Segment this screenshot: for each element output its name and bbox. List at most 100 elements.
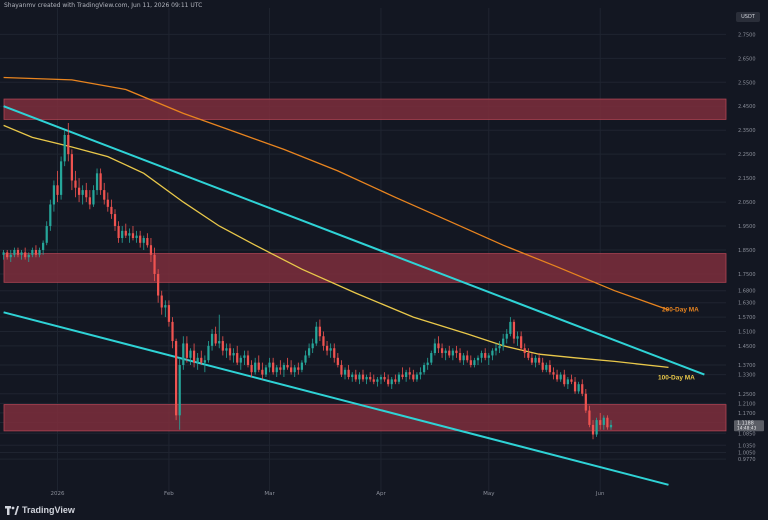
candle-body xyxy=(110,206,113,215)
y-tick-label: 1.2500 xyxy=(738,392,756,398)
candle-body xyxy=(390,379,393,385)
candle-body xyxy=(563,374,566,385)
candle-body xyxy=(602,417,605,425)
label-100-day-ma: 100-Day MA xyxy=(658,374,695,381)
candle-body xyxy=(591,424,595,435)
candle-body xyxy=(455,350,458,354)
candle-body xyxy=(70,154,73,181)
x-axis[interactable]: 2026 Feb Mar Apr May Jun xyxy=(51,491,606,497)
y-tick-label: 1.3700 xyxy=(738,363,756,369)
channel-line xyxy=(3,105,705,376)
candle-body xyxy=(282,365,286,370)
candle-body xyxy=(559,374,562,380)
candle-body xyxy=(333,348,336,358)
candle-body xyxy=(609,424,613,428)
candle-body xyxy=(203,360,206,363)
candle-body xyxy=(257,362,260,370)
footer-bar xyxy=(0,498,768,520)
x-tick-label: Apr xyxy=(376,491,386,497)
candle-body xyxy=(239,357,242,363)
candle-body xyxy=(264,367,268,375)
y-tick-label: 1.0050 xyxy=(738,450,756,456)
candle-body xyxy=(268,362,271,368)
candle-body xyxy=(34,250,38,255)
candle-body xyxy=(2,252,5,255)
candle-body xyxy=(502,338,505,346)
unit-badge[interactable]: USDT xyxy=(736,12,760,22)
candle-body xyxy=(484,353,487,358)
candle-body xyxy=(236,353,239,363)
y-tick-label: 2.2500 xyxy=(738,152,756,158)
candle-body xyxy=(555,374,559,380)
candle-body xyxy=(365,376,368,380)
candle-body xyxy=(16,250,20,255)
candle-body xyxy=(74,180,77,188)
candle-body xyxy=(67,134,70,155)
candle-body xyxy=(304,355,307,363)
candle-body xyxy=(369,376,372,380)
y-tick-label: 1.1700 xyxy=(738,411,756,417)
candle-body xyxy=(491,350,494,356)
label-200-day-ma: 200-Day MA xyxy=(662,306,699,313)
candle-body xyxy=(95,173,99,191)
candle-body xyxy=(142,238,145,243)
candle-body xyxy=(56,185,59,195)
y-tick-label: 2.1500 xyxy=(738,176,756,182)
candle-body xyxy=(422,365,426,373)
overlay-lines xyxy=(3,76,705,486)
candle-body xyxy=(218,341,221,344)
candle-body xyxy=(552,372,555,375)
candle-body xyxy=(27,254,30,258)
attribution-text: Shayanmv created with TradingView.com, J… xyxy=(4,2,203,9)
candle-body xyxy=(311,343,314,349)
candle-body xyxy=(210,333,214,346)
candle-body xyxy=(584,393,587,411)
candle-body xyxy=(545,365,548,370)
candle-body xyxy=(405,372,408,377)
candle-body xyxy=(297,367,300,370)
candle-body xyxy=(207,345,210,361)
candle-body xyxy=(588,410,591,425)
candle-body xyxy=(340,365,343,375)
candles xyxy=(2,123,613,440)
candle-body xyxy=(354,374,357,380)
candle-body xyxy=(412,374,415,380)
resistance-zone xyxy=(3,98,727,120)
candle-body xyxy=(38,250,41,255)
candle-body xyxy=(534,357,537,363)
y-tick-label: 1.5100 xyxy=(738,329,756,335)
candle-body xyxy=(146,238,149,246)
candle-body xyxy=(160,295,163,308)
candle-body xyxy=(458,353,462,361)
resistance-zone xyxy=(3,404,727,432)
candle-body xyxy=(9,254,12,258)
y-axis[interactable]: 2.7500 2.6500 2.5500 2.4500 2.3500 2.2500 2.15… xyxy=(738,32,756,463)
candle-body xyxy=(372,379,375,382)
candle-body xyxy=(272,362,275,373)
y-tick-label: 1.4500 xyxy=(738,344,756,350)
candle-body xyxy=(49,204,52,227)
x-tick-label: Mar xyxy=(264,491,275,497)
candle-body xyxy=(387,379,390,385)
candle-body xyxy=(81,190,84,195)
y-tick-label: 1.7500 xyxy=(738,272,756,278)
candle-body xyxy=(42,242,45,250)
candle-body xyxy=(466,355,469,361)
candle-body xyxy=(322,336,325,346)
candle-body xyxy=(196,357,199,363)
candle-body xyxy=(31,250,34,255)
candle-body xyxy=(462,355,465,361)
channel-line xyxy=(3,311,669,486)
candle-body xyxy=(77,187,81,195)
candle-body xyxy=(85,190,88,198)
candle-body xyxy=(192,350,196,363)
candle-body xyxy=(261,369,264,375)
candle-body xyxy=(178,365,181,416)
candle-body xyxy=(437,343,440,349)
candle-body xyxy=(174,341,178,416)
candle-body xyxy=(577,384,580,392)
y-tick-label: 1.0850 xyxy=(738,431,756,437)
